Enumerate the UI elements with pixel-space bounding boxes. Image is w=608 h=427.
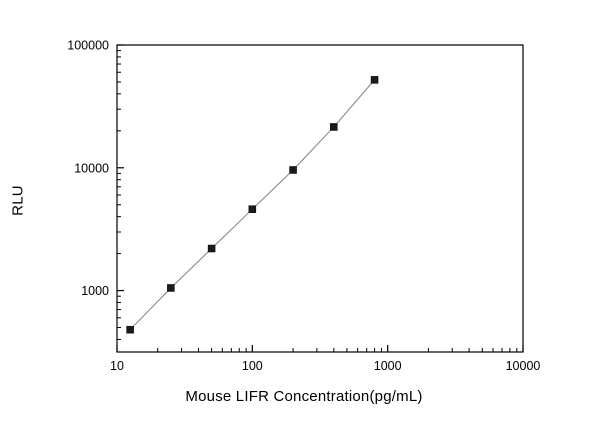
data-point [370, 76, 379, 84]
x-tick-label: 10 [110, 359, 124, 373]
data-point [248, 205, 257, 213]
y-tick-label: 1000 [81, 284, 109, 298]
y-axis-title: RLU [9, 185, 27, 216]
series-line [129, 79, 375, 331]
y-tick-label: 100000 [67, 39, 109, 53]
plot-frame [116, 44, 524, 353]
x-tick-label: 10000 [506, 359, 541, 373]
data-point [167, 284, 175, 292]
data-point [126, 325, 134, 334]
data-point [330, 123, 338, 131]
data-point [207, 244, 216, 253]
data-point [289, 166, 297, 174]
y-tick-label: 10000 [74, 161, 109, 175]
x-tick-label: 100 [242, 359, 263, 373]
x-axis-title: Mouse LIFR Concentration(pg/mL) [185, 388, 423, 405]
x-tick-label: 1000 [374, 359, 402, 373]
